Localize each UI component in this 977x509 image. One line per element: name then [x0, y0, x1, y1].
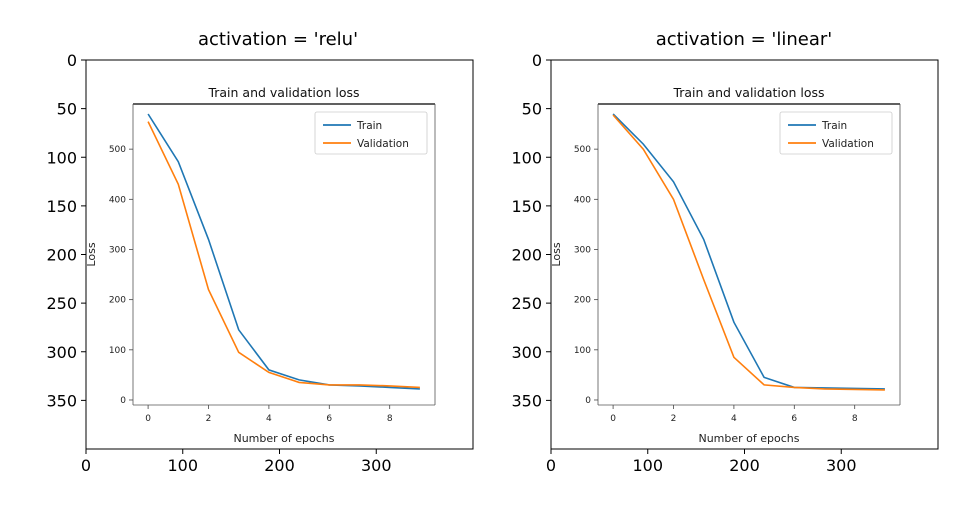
outer-y-tick-label: 50: [522, 100, 542, 119]
outer-y-tick-label: 250: [511, 294, 542, 313]
series-line-train: [147, 113, 420, 390]
outer-y-tick-label: 150: [511, 197, 542, 216]
outer-y-tick-label: 350: [46, 391, 77, 410]
inner-x-tick-label: 8: [387, 414, 393, 424]
inner-x-tick-label: 6: [326, 414, 332, 424]
inner-y-axis-label: Loss: [550, 242, 563, 266]
outer-x-tick-label: 0: [546, 456, 556, 475]
inner-title: Train and validation loss: [672, 85, 824, 100]
inner-y-tick-label: 0: [120, 396, 126, 406]
outer-y-tick-label: 300: [511, 343, 542, 362]
outer-x-tick-label: 200: [729, 456, 760, 475]
inner-y-tick-label: 300: [109, 245, 126, 255]
inner-y-tick-label: 200: [574, 296, 591, 306]
series-line-validation: [147, 121, 420, 389]
outer-x-tick-label: 0: [81, 456, 91, 475]
inner-x-tick-label: 0: [610, 414, 616, 424]
inner-y-tick-label: 0: [585, 396, 591, 406]
outer-y-tick-label: 0: [67, 51, 77, 70]
inner-x-axis-label: Number of epochs: [233, 432, 334, 445]
subplot-2: activation = 'linear'0 100 200 300050100150…: [511, 29, 939, 475]
outer-y-tick-label: 50: [57, 100, 77, 119]
inner-y-tick-label: 400: [109, 195, 126, 205]
legend-label-train: Train: [356, 120, 382, 132]
outer-y-tick-label: 200: [46, 246, 77, 265]
inner-x-tick-label: 2: [206, 414, 212, 424]
inner-plot: Train and validation loss 0 2 4 6 8 0 100 200 300…: [85, 85, 436, 445]
series-line-validation: [612, 114, 885, 391]
legend-label-validation: Validation: [357, 138, 409, 150]
inner-x-tick-label: 2: [671, 414, 677, 424]
outer-y-tick-label: 100: [511, 148, 542, 167]
outer-title: activation = 'linear': [656, 29, 832, 50]
inner-y-tick-label: 500: [109, 145, 126, 155]
inner-y-tick-label: 500: [574, 145, 591, 155]
inner-x-axis-label: Number of epochs: [698, 432, 799, 445]
inner-title: Train and validation loss: [207, 85, 359, 100]
outer-y-tick-label: 300: [46, 343, 77, 362]
outer-y-tick-label: 350: [511, 391, 542, 410]
outer-y-tick-label: 0: [532, 51, 542, 70]
inner-x-tick-label: 8: [852, 414, 858, 424]
outer-x-tick-label: 100: [167, 456, 198, 475]
inner-x-tick-label: 6: [791, 414, 797, 424]
outer-y-tick-label: 250: [46, 294, 77, 313]
inner-y-axis-label: Loss: [85, 242, 98, 266]
inner-plot: Train and validation loss 0 2 4 6 8 0 100 200 300…: [550, 85, 901, 445]
legend-label-validation: Validation: [822, 138, 874, 150]
outer-y-tick-label: 100: [46, 148, 77, 167]
legend: Train Validation: [779, 111, 893, 155]
inner-y-tick-label: 300: [574, 245, 591, 255]
inner-x-tick-label: 4: [266, 414, 272, 424]
inner-y-tick-label: 100: [574, 346, 591, 356]
inner-y-tick-label: 100: [109, 346, 126, 356]
inner-y-tick-label: 200: [109, 296, 126, 306]
inner-x-tick-label: 4: [731, 414, 737, 424]
inner-x-tick-label: 0: [145, 414, 151, 424]
outer-y-tick-label: 150: [46, 197, 77, 216]
outer-x-tick-label: 300: [826, 456, 857, 475]
legend: Train Validation: [314, 111, 428, 155]
outer-x-tick-label: 100: [632, 456, 663, 475]
inner-y-tick-label: 400: [574, 195, 591, 205]
series-line-train: [612, 113, 885, 390]
subplot-1: activation = 'relu'0 100 200 30005010015020…: [46, 29, 474, 475]
outer-x-tick-label: 300: [361, 456, 392, 475]
outer-title: activation = 'relu': [198, 29, 358, 50]
legend-label-train: Train: [821, 120, 847, 132]
outer-y-tick-label: 200: [511, 246, 542, 265]
outer-x-tick-label: 200: [264, 456, 295, 475]
